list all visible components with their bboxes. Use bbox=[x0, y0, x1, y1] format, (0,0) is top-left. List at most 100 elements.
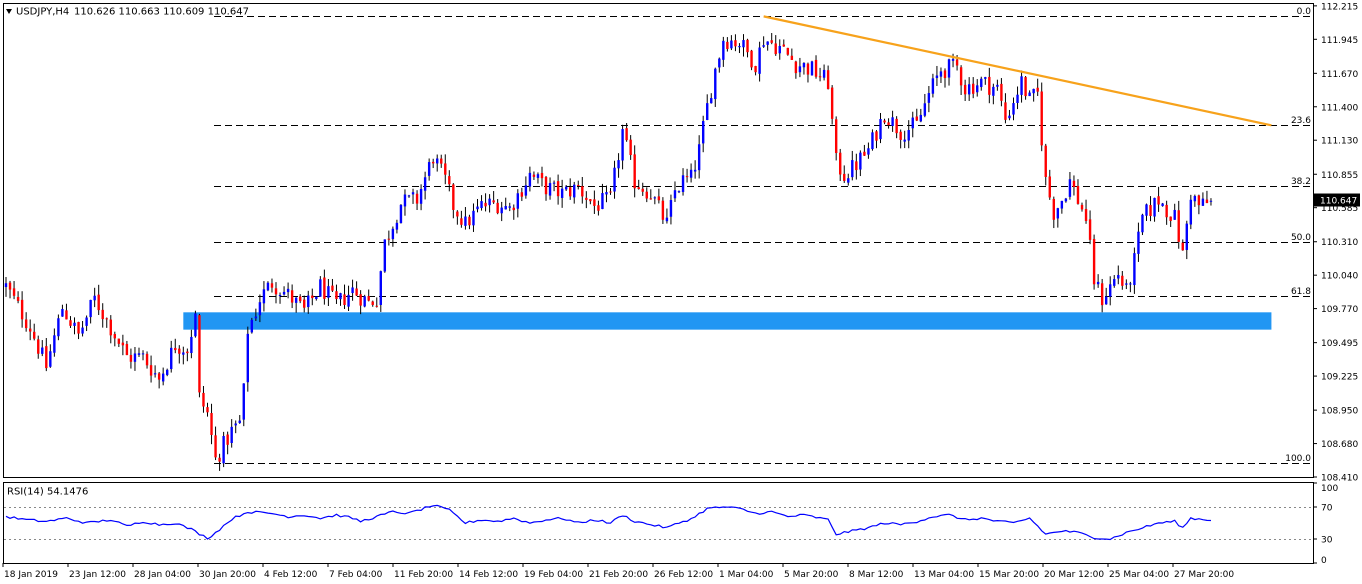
price-tick-label: 108.680 bbox=[1321, 440, 1358, 450]
candle-bear bbox=[577, 184, 580, 186]
candle-bull bbox=[718, 58, 721, 68]
candle-bear bbox=[210, 413, 213, 435]
candle-bull bbox=[1125, 283, 1128, 285]
candle-bear bbox=[520, 192, 524, 197]
candle-bear bbox=[830, 87, 834, 119]
candle-bull bbox=[706, 103, 709, 121]
candle-bull bbox=[1193, 196, 1197, 202]
candle-bear bbox=[750, 50, 753, 68]
fib-label: 61.8 bbox=[1291, 287, 1311, 297]
candle-bear bbox=[641, 188, 644, 192]
price-tick-label: 110.855 bbox=[1321, 171, 1358, 181]
candle-bear bbox=[1048, 176, 1051, 198]
candle-bull bbox=[436, 158, 439, 164]
candle-bear bbox=[145, 353, 149, 366]
candle-bull bbox=[714, 68, 717, 100]
candle-bull bbox=[246, 333, 249, 383]
candle-bear bbox=[157, 373, 161, 380]
candle-bull bbox=[153, 373, 157, 375]
candle-bull bbox=[242, 383, 245, 420]
candle-bear bbox=[129, 354, 133, 362]
candle-bull bbox=[73, 322, 76, 326]
candle-bear bbox=[484, 202, 487, 207]
candle-bull bbox=[822, 69, 826, 78]
candle-bear bbox=[609, 191, 612, 193]
candle-bull bbox=[911, 117, 914, 129]
time-tick-label: 23 Jan 12:00 bbox=[69, 570, 126, 580]
candle-bear bbox=[633, 154, 636, 189]
candle-bull bbox=[347, 294, 350, 307]
candle-bull bbox=[766, 41, 769, 45]
candle-bear bbox=[1036, 87, 1039, 92]
candle-bull bbox=[919, 114, 923, 122]
candle-bull bbox=[1032, 88, 1035, 94]
candle-bull bbox=[867, 148, 870, 155]
candle-bull bbox=[1173, 209, 1176, 220]
candle-bear bbox=[512, 207, 515, 211]
candle-bull bbox=[141, 353, 145, 355]
candle-bull bbox=[133, 353, 137, 362]
candle-bull bbox=[230, 426, 233, 443]
candle-bull bbox=[411, 192, 415, 195]
candle-bear bbox=[206, 407, 209, 413]
candle-bull bbox=[552, 182, 556, 184]
candle-bull bbox=[935, 75, 939, 79]
candle-bull bbox=[282, 291, 286, 295]
candle-bull bbox=[689, 169, 693, 178]
time-tick-label: 30 Jan 20:00 bbox=[199, 570, 256, 580]
candle-bear bbox=[65, 310, 68, 320]
time-tick-label: 21 Feb 20:00 bbox=[589, 570, 648, 580]
price-tick-label: 112.215 bbox=[1321, 2, 1358, 12]
candle-bull bbox=[85, 317, 88, 326]
candle-bear bbox=[444, 163, 447, 175]
candle-bear bbox=[855, 161, 858, 171]
candle-bull bbox=[194, 313, 197, 337]
candle-bear bbox=[1177, 210, 1180, 242]
candle-bull bbox=[258, 302, 262, 316]
candle-bull bbox=[137, 353, 141, 355]
candle-bear bbox=[496, 202, 499, 214]
candle-bull bbox=[681, 175, 685, 192]
candle-bull bbox=[947, 59, 951, 78]
price-axis: 112.215 111.945 111.670 111.400 111.130 110.8… bbox=[1313, 2, 1360, 484]
candle-bull bbox=[61, 308, 64, 317]
candle-bull bbox=[1020, 76, 1023, 95]
time-tick-label: 28 Jan 04:00 bbox=[134, 570, 191, 580]
candle-bull bbox=[53, 335, 56, 353]
candle-bear bbox=[834, 119, 838, 154]
candle-bear bbox=[806, 63, 810, 75]
candle-bear bbox=[625, 128, 628, 141]
candle-bear bbox=[649, 198, 652, 200]
resistance-trendline[interactable] bbox=[763, 15, 1272, 127]
candle-bull bbox=[693, 169, 697, 172]
candle-bear bbox=[298, 296, 302, 302]
candle-bull bbox=[1189, 199, 1193, 225]
time-tick-label: 13 Mar 04:00 bbox=[914, 570, 974, 580]
candle-bear bbox=[452, 184, 455, 210]
candle-bull bbox=[399, 204, 403, 224]
price-tick-label: 109.495 bbox=[1321, 339, 1358, 349]
candle-bear bbox=[290, 290, 294, 303]
candle-bull bbox=[1129, 283, 1132, 285]
candle-bull bbox=[423, 177, 427, 191]
candle-bull bbox=[182, 352, 185, 355]
candle-bear bbox=[460, 218, 463, 225]
candle-bear bbox=[1157, 196, 1160, 205]
candle-bear bbox=[117, 338, 121, 344]
candle-bear bbox=[12, 288, 16, 296]
fib-label: 100.0 bbox=[1285, 454, 1311, 464]
candle-bear bbox=[198, 315, 201, 393]
candle-bear bbox=[415, 193, 419, 204]
candle-bull bbox=[307, 295, 310, 308]
collapse-triangle-icon[interactable] bbox=[6, 9, 12, 14]
candle-bear bbox=[915, 116, 918, 121]
candle-bull bbox=[730, 40, 733, 49]
candle-bull bbox=[967, 84, 971, 95]
support-zone-layer bbox=[183, 312, 1272, 330]
candle-bull bbox=[190, 336, 193, 354]
candle-bull bbox=[170, 347, 173, 370]
candle-bear bbox=[544, 176, 548, 195]
candle-bull bbox=[1064, 198, 1068, 202]
candle-bull bbox=[254, 316, 258, 319]
candle-bull bbox=[673, 190, 677, 199]
